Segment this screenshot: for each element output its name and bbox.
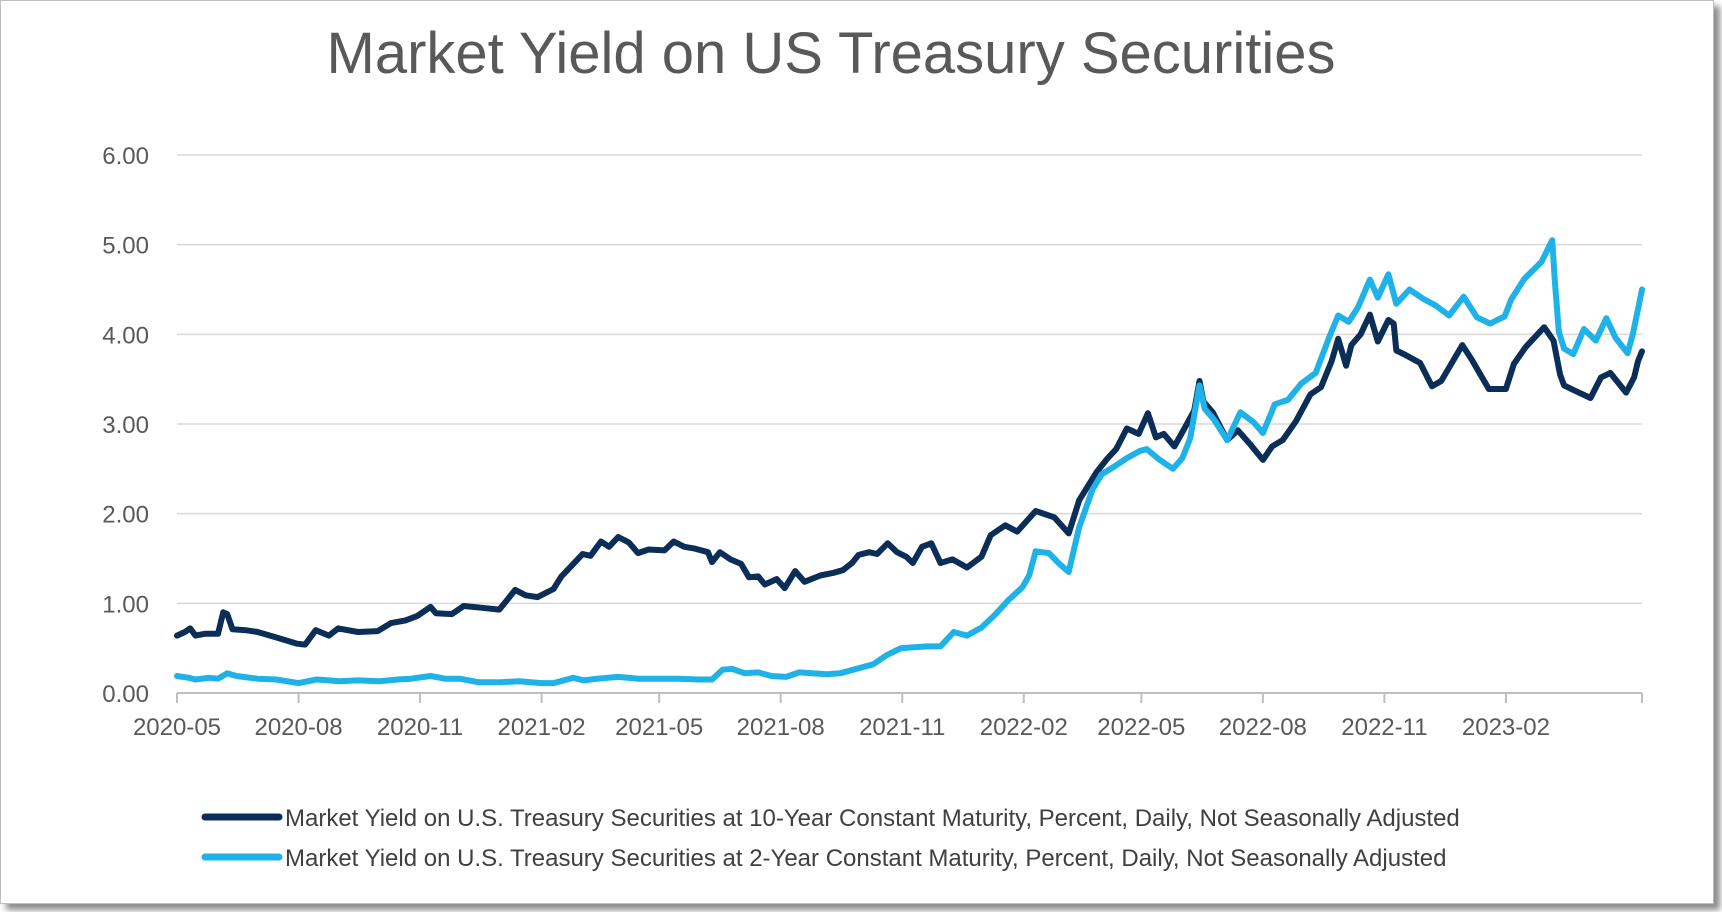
y-tick-label: 2.00 [102, 502, 149, 529]
x-tick-label: 2021-11 [859, 714, 945, 741]
y-tick-label: 6.00 [102, 143, 149, 170]
y-tick-label: 3.00 [102, 412, 149, 439]
x-tick-label: 2021-08 [737, 714, 825, 741]
plot-area [174, 237, 1645, 687]
y-tick-label: 1.00 [102, 591, 149, 618]
y-tick-label: 0.00 [102, 681, 149, 708]
x-tick-label: 2022-05 [1097, 714, 1185, 741]
x-tick-label: 2020-11 [377, 714, 463, 741]
x-tick-label: 2022-08 [1219, 714, 1307, 741]
x-tick-label: 2021-02 [498, 714, 586, 741]
x-tick-label: 2023-02 [1462, 714, 1550, 741]
x-tick-label: 2021-05 [615, 714, 703, 741]
series-line-10-year [174, 311, 1645, 648]
legend-label: Market Yield on U.S. Treasury Securities… [285, 845, 1446, 872]
series-line-2-year [174, 237, 1645, 687]
legend: Market Yield on U.S. Treasury Securities… [201, 805, 1460, 872]
y-tick-label: 5.00 [102, 233, 149, 260]
x-tick-label: 2020-05 [133, 714, 221, 741]
legend-label: Market Yield on U.S. Treasury Securities… [285, 805, 1460, 832]
x-axis: 2020-05 2020-08 2020-11 2021-02 2021-05 2021-… [133, 692, 1643, 741]
y-axis: 0.00 1.00 2.00 3.00 4.00 5.00 6.00 [102, 143, 149, 708]
x-tick-label: 2022-02 [980, 714, 1068, 741]
grid-lines [177, 154, 1642, 605]
x-tick-label: 2020-08 [254, 714, 342, 741]
y-tick-label: 4.00 [102, 322, 149, 349]
chart-title: Market Yield on US Treasury Securities [327, 21, 1336, 86]
x-tick-label: 2022-11 [1341, 714, 1427, 741]
